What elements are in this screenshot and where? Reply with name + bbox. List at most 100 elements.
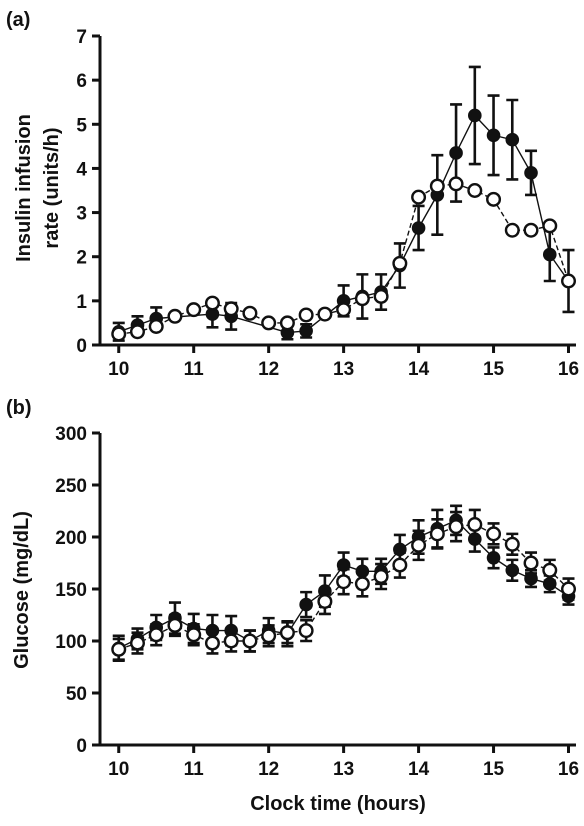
- insulin-point-open: [467, 182, 483, 198]
- insulin-point-filled: [505, 132, 520, 147]
- insulin-y-tick-label: 7: [76, 27, 87, 48]
- insulin-x-tick-label: 10: [108, 359, 129, 380]
- panel-label-b: (b): [6, 397, 32, 419]
- insulin-y-tick-label: 5: [76, 115, 87, 136]
- insulin-point-filled: [299, 324, 313, 338]
- insulin-x-tick-label: 13: [333, 359, 354, 380]
- glucose-point-open: [148, 627, 164, 643]
- glucose-point-filled: [505, 563, 520, 578]
- insulin-point-open: [298, 307, 314, 323]
- insulin-ylabel-line-2: rate (units/h): [41, 127, 63, 248]
- glucose-point-filled: [336, 558, 351, 572]
- glucose-point-open: [392, 557, 408, 573]
- insulin-point-open: [204, 295, 220, 311]
- insulin-point-open: [392, 255, 408, 271]
- insulin-point-open: [111, 326, 127, 342]
- insulin-point-open: [279, 315, 295, 331]
- insulin-point-open: [186, 302, 202, 318]
- glucose-point-open: [242, 633, 258, 649]
- insulin-point-open: [242, 305, 258, 321]
- insulin-point-open: [429, 178, 445, 194]
- glucose-y-tick-label: 200: [55, 528, 87, 549]
- glucose-point-open: [186, 627, 202, 643]
- insulin-point-open: [448, 176, 464, 192]
- insulin-y-tick-label: 2: [76, 248, 87, 269]
- insulin-point-filled: [524, 166, 538, 180]
- glucose-point-open: [373, 569, 389, 585]
- insulin-ylabel-line-1: Insulin infusion: [13, 114, 35, 262]
- insulin-point-open: [167, 308, 183, 324]
- insulin-x-tick-label: 16: [558, 359, 579, 380]
- glucose-point-open: [429, 526, 445, 542]
- insulin-point-open: [148, 318, 164, 334]
- glucose-y-tick-label: 100: [55, 632, 87, 653]
- insulin-y-tick-label: 1: [76, 292, 87, 313]
- glucose-panel: (b) Glucose (mg/dL) Clock time (hours) 0…: [6, 397, 579, 815]
- glucose-point-open: [298, 623, 314, 639]
- insulin-point-open: [373, 288, 389, 304]
- insulin-point-open: [523, 222, 539, 238]
- glucose-point-open: [354, 576, 370, 592]
- glucose-point-filled: [355, 564, 370, 579]
- glucose-y-tick-label: 50: [66, 684, 87, 705]
- insulin-y-tick-label: 0: [76, 336, 87, 357]
- glucose-plot-area: 0 50 100 150 200 250 300 10 11 12 13 14 15 16: [55, 424, 579, 780]
- glucose-point-filled: [486, 551, 501, 565]
- glucose-xlabel: Clock time (hours): [250, 793, 426, 815]
- insulin-point-open: [336, 302, 352, 318]
- insulin-x-tick-label: 14: [408, 359, 430, 380]
- insulin-point-filled: [486, 128, 501, 143]
- glucose-point-open: [486, 526, 502, 542]
- glucose-point-open: [279, 625, 295, 641]
- glucose-x-tick-label: 11: [184, 759, 205, 780]
- glucose-x-tick-label: 16: [558, 759, 579, 780]
- glucose-x-tick-label: 13: [333, 759, 354, 780]
- insulin-point-open: [261, 315, 277, 331]
- glucose-point-open: [223, 633, 239, 649]
- glucose-point-open: [167, 617, 183, 633]
- insulin-y-tick-label: 4: [76, 159, 87, 180]
- insulin-point-filled: [449, 146, 463, 160]
- glucose-point-open: [129, 635, 145, 651]
- insulin-point-open: [411, 189, 427, 205]
- glucose-x-tick-label: 10: [108, 759, 129, 780]
- insulin-point-open: [561, 273, 577, 289]
- glucose-point-filled: [299, 597, 313, 612]
- insulin-point-filled: [468, 108, 482, 123]
- panel-label-a: (a): [6, 9, 30, 31]
- insulin-x-tick-label: 11: [184, 359, 205, 380]
- insulin-point-open: [317, 306, 333, 322]
- glucose-point-filled: [542, 577, 557, 591]
- glucose-point-open: [561, 581, 577, 597]
- insulin-point-open: [504, 222, 520, 238]
- glucose-point-open: [504, 536, 520, 552]
- insulin-point-open: [354, 291, 370, 307]
- glucose-point-filled: [524, 571, 538, 586]
- glucose-y-tick-label: 0: [76, 736, 87, 757]
- insulin-point-open: [486, 191, 502, 207]
- glucose-ylabel: Glucose (mg/dL): [11, 511, 33, 669]
- glucose-point-open: [204, 635, 220, 651]
- glucose-x-tick-label: 15: [483, 759, 505, 780]
- glucose-point-open: [542, 562, 558, 578]
- glucose-point-filled: [205, 623, 220, 638]
- glucose-point-filled: [393, 542, 407, 557]
- insulin-point-filled: [542, 247, 557, 262]
- glucose-x-tick-label: 12: [258, 759, 279, 780]
- glucose-point-open: [261, 628, 277, 644]
- glucose-y-tick-label: 250: [55, 476, 87, 497]
- insulin-point-filled: [411, 221, 426, 235]
- insulin-y-tick-label: 6: [76, 71, 87, 92]
- insulin-x-tick-label: 15: [483, 359, 505, 380]
- insulin-y-tick-label: 3: [76, 204, 87, 225]
- glucose-y-tick-label: 150: [55, 580, 87, 601]
- glucose-point-open: [448, 519, 464, 535]
- glucose-point-open: [111, 641, 127, 657]
- insulin-point-open: [129, 324, 145, 340]
- insulin-x-tick-label: 12: [258, 359, 279, 380]
- glucose-y-tick-label: 300: [55, 424, 87, 445]
- glucose-x-tick-label: 14: [408, 759, 430, 780]
- glucose-point-filled: [468, 532, 482, 546]
- glucose-point-open: [336, 574, 352, 590]
